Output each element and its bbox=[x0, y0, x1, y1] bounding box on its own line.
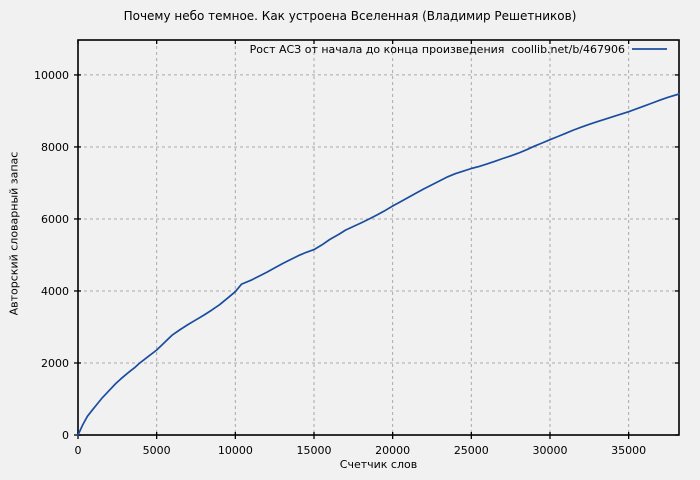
y-tick-label: 4000 bbox=[41, 285, 69, 298]
x-tick-label: 30000 bbox=[532, 444, 567, 457]
x-axis-label: Счетчик слов bbox=[339, 458, 418, 471]
y-tick-label: 8000 bbox=[41, 141, 69, 154]
y-tick-label: 10000 bbox=[34, 69, 69, 82]
y-tick-label: 2000 bbox=[41, 357, 69, 370]
y-tick-label: 6000 bbox=[41, 213, 69, 226]
chart-title: Почему небо темное. Как устроена Вселенн… bbox=[123, 9, 577, 23]
x-tick-label: 0 bbox=[75, 444, 82, 457]
plot-border bbox=[77, 39, 680, 436]
x-tick-label: 20000 bbox=[375, 444, 410, 457]
legend-label: Рост АСЗ от начала до конца произведения… bbox=[250, 43, 625, 56]
y-tick-label: 0 bbox=[62, 429, 69, 442]
x-tick-label: 15000 bbox=[296, 444, 331, 457]
x-tick-label: 25000 bbox=[454, 444, 489, 457]
x-tick-label: 35000 bbox=[611, 444, 646, 457]
x-tick-label: 10000 bbox=[218, 444, 253, 457]
x-tick-label: 5000 bbox=[143, 444, 171, 457]
series-line bbox=[77, 93, 680, 436]
